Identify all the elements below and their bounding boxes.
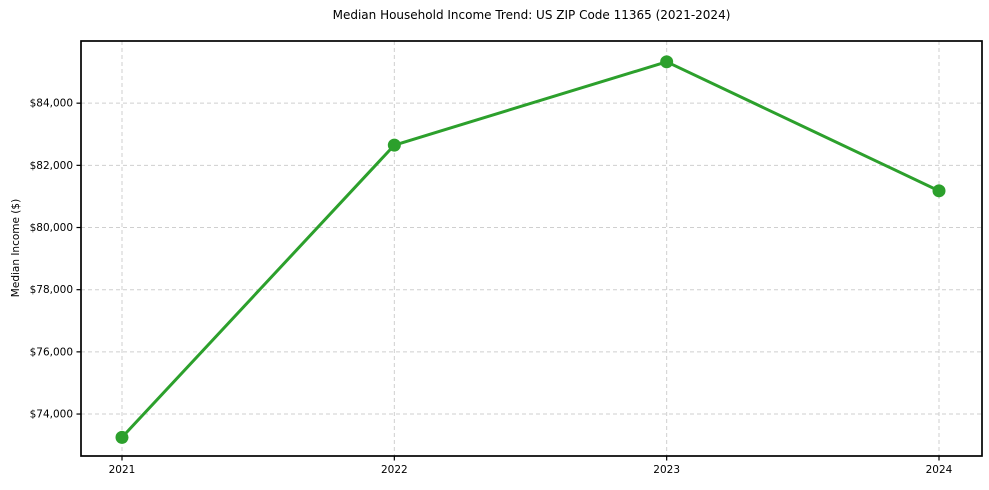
data-point-marker-2024 (932, 184, 946, 198)
y-tick-label: $74,000 (30, 409, 73, 421)
chart-title: Median Household Income Trend: US ZIP Co… (332, 8, 731, 22)
y-tick-label: $82,000 (30, 160, 73, 172)
plot-border (80, 40, 983, 457)
data-point-marker-2023 (660, 55, 674, 69)
data-point-marker-2022 (387, 138, 401, 152)
x-tick-label: 2022 (381, 464, 408, 476)
y-tick-label: $84,000 (30, 98, 73, 110)
x-tick-label: 2021 (109, 464, 136, 476)
y-tick-label: $76,000 (30, 346, 73, 358)
y-tick-label: $80,000 (30, 222, 73, 234)
income-trend-line (120, 60, 941, 439)
x-tick-label: 2023 (653, 464, 680, 476)
y-tick-label: $78,000 (30, 284, 73, 296)
x-tick-label: 2024 (926, 464, 953, 476)
data-point-marker-2021 (115, 430, 129, 444)
